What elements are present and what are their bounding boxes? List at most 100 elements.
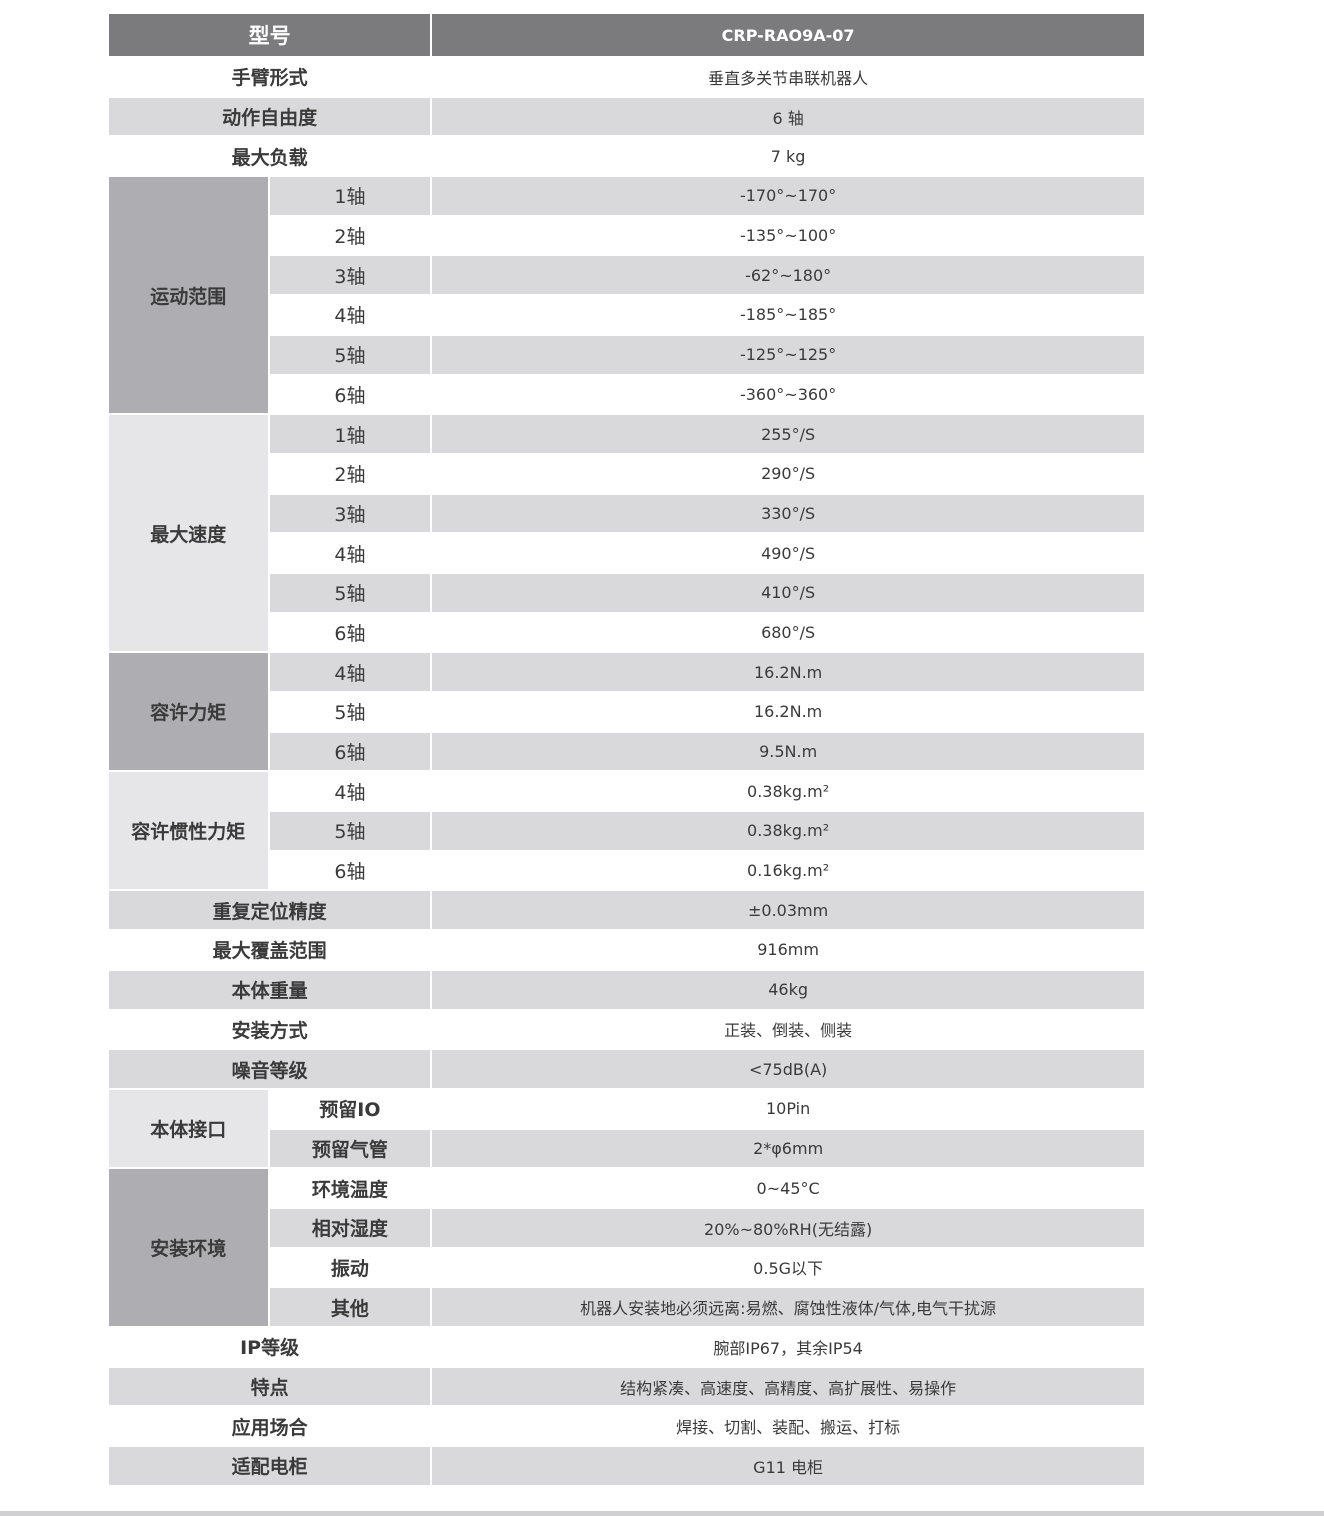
table-row: 6轴 -360°~360° <box>109 376 1144 414</box>
spec-value: -62°~180° <box>432 256 1144 295</box>
table-row: 3轴 330°/S <box>109 494 1144 533</box>
group-label: 本体接口 <box>109 1089 268 1168</box>
spec-value: 0.38kg.m² <box>747 781 830 801</box>
axis-label: 1轴 <box>269 177 431 215</box>
table-row: 4轴 490°/S <box>109 534 1144 572</box>
table-row: 本体接口 预留IO 10Pin <box>109 1089 1144 1168</box>
table-row: 最大覆盖范围 916mm <box>109 931 1144 969</box>
spec-value: 腕部IP67，其余IP54 <box>713 1338 863 1358</box>
spec-value: 490°/S <box>761 543 816 563</box>
model-value: CRP-RAO9A-07 <box>432 14 1144 56</box>
axis-label: 6轴 <box>334 861 366 884</box>
spec-value: 机器人安装地必须远离:易燃、腐蚀性液体/气体,电气干扰源 <box>432 1288 1144 1326</box>
table-row: 2轴 -135°~100° <box>109 217 1144 255</box>
group-label: 容许惯性力矩 <box>109 772 268 890</box>
spec-value: 16.2N.m <box>753 702 823 722</box>
table-row: 特点 结构紧凑、高速度、高精度、高扩展性、易操作 <box>109 1367 1144 1406</box>
spec-value: 916mm <box>757 940 819 960</box>
table-row: 6轴 680°/S <box>109 614 1144 652</box>
spec-value: 0.16kg.m² <box>747 861 830 881</box>
spec-value: 0~45°C <box>756 1178 820 1198</box>
table-row: 3轴 -62°~180° <box>109 256 1144 295</box>
spec-value: -185°~185° <box>739 305 837 325</box>
spec-value: -170°~170° <box>432 177 1144 215</box>
axis-label: 4轴 <box>334 305 366 328</box>
spec-label: 重复定位精度 <box>109 891 431 930</box>
axis-label: 5轴 <box>269 573 431 612</box>
table-row: 手臂形式 垂直多关节串联机器人 <box>109 58 1144 96</box>
spec-label: 最大负载 <box>231 146 308 169</box>
spec-value: 255°/S <box>432 415 1144 453</box>
table-row: 最大速度 1轴 255°/S <box>109 415 1144 652</box>
spec-value: 正装、倒装、侧装 <box>724 1021 853 1041</box>
table-row: 最大负载 7 kg <box>109 137 1144 175</box>
spec-value: <75dB(A) <box>432 1050 1144 1088</box>
axis-label: 预留气管 <box>269 1129 431 1168</box>
axis-label: 5轴 <box>269 335 431 374</box>
spec-value: 7 kg <box>770 146 806 166</box>
axis-label: 6轴 <box>269 732 431 771</box>
table-row: 预留气管 2*φ6mm <box>109 1129 1144 1168</box>
axis-label: 6轴 <box>334 622 366 645</box>
table-row: 容许惯性力矩 4轴 0.38kg.m² <box>109 772 1144 890</box>
spec-value: 10Pin <box>765 1099 811 1119</box>
spec-value: 2*φ6mm <box>432 1129 1144 1168</box>
axis-label: 5轴 <box>334 702 366 725</box>
spec-value: 0.38kg.m² <box>432 812 1144 850</box>
group-label: 最大速度 <box>109 415 268 652</box>
table-row: 振动 0.5G以下 <box>109 1249 1144 1287</box>
bottom-divider <box>0 1511 1324 1516</box>
table-row: 其他 机器人安装地必须远离:易燃、腐蚀性液体/气体,电气干扰源 <box>109 1288 1144 1326</box>
spec-value: G11 电柜 <box>432 1447 1144 1485</box>
spec-value: 680°/S <box>761 622 816 642</box>
axis-label: 4轴 <box>269 653 431 691</box>
axis-label: 3轴 <box>269 256 431 295</box>
group-label: 安装环境 <box>109 1169 268 1326</box>
axis-label: 2轴 <box>334 226 366 249</box>
table-row: 容许力矩 4轴 16.2N.m <box>109 653 1144 771</box>
table-row: 相对湿度 20%~80%RH(无结露) <box>109 1208 1144 1247</box>
spec-label: 适配电柜 <box>109 1447 431 1485</box>
spec-label: 应用场合 <box>231 1416 308 1439</box>
spec-label: 动作自由度 <box>109 97 431 136</box>
table-row: 噪音等级 <75dB(A) <box>109 1050 1144 1088</box>
table-row: 6轴 9.5N.m <box>109 732 1144 771</box>
axis-label: 环境温度 <box>311 1178 388 1201</box>
spec-label: 最大覆盖范围 <box>212 940 327 963</box>
table-row: 本体重量 46kg <box>109 970 1144 1009</box>
axis-label: 6轴 <box>334 384 366 407</box>
spec-value: 16.2N.m <box>432 653 1144 691</box>
header-row: 型号 CRP-RAO9A-07 <box>109 14 1144 56</box>
axis-label: 2轴 <box>334 464 366 487</box>
model-label: 型号 <box>109 14 431 56</box>
table-row: 6轴 0.16kg.m² <box>109 852 1144 890</box>
spec-value: ±0.03mm <box>432 891 1144 930</box>
spec-label: 本体重量 <box>109 970 431 1009</box>
group-label: 运动范围 <box>109 177 268 414</box>
spec-value: 330°/S <box>432 494 1144 533</box>
axis-label: 1轴 <box>269 415 431 453</box>
table-row: 运动范围 1轴 -170°~170° <box>109 177 1144 414</box>
axis-label: 3轴 <box>269 494 431 533</box>
spec-value: 0.5G以下 <box>753 1259 824 1279</box>
spec-value: 结构紧凑、高速度、高精度、高扩展性、易操作 <box>432 1367 1144 1406</box>
table-row: IP等级 腕部IP67，其余IP54 <box>109 1328 1144 1366</box>
table-row: 重复定位精度 ±0.03mm <box>109 891 1144 930</box>
table-row: 动作自由度 6 轴 <box>109 97 1144 136</box>
table-row: 4轴 -185°~185° <box>109 296 1144 334</box>
table-row: 适配电柜 G11 电柜 <box>109 1447 1144 1485</box>
spec-value: 410°/S <box>432 573 1144 612</box>
axis-label: 其他 <box>269 1288 431 1326</box>
table-row: 安装环境 环境温度 0~45°C <box>109 1169 1144 1326</box>
axis-label: 5轴 <box>269 812 431 850</box>
spec-label: 特点 <box>109 1367 431 1406</box>
table-row: 应用场合 焊接、切割、装配、搬运、打标 <box>109 1407 1144 1445</box>
table-row: 5轴 -125°~125° <box>109 335 1144 374</box>
spec-value: 焊接、切割、装配、搬运、打标 <box>676 1418 901 1438</box>
spec-label: 噪音等级 <box>109 1050 431 1088</box>
spec-value: 290°/S <box>761 464 816 484</box>
table-row: 安装方式 正装、倒装、侧装 <box>109 1011 1144 1049</box>
spec-value: -360°~360° <box>739 384 837 404</box>
group-label: 容许力矩 <box>109 653 268 771</box>
axis-label: 4轴 <box>334 543 366 566</box>
